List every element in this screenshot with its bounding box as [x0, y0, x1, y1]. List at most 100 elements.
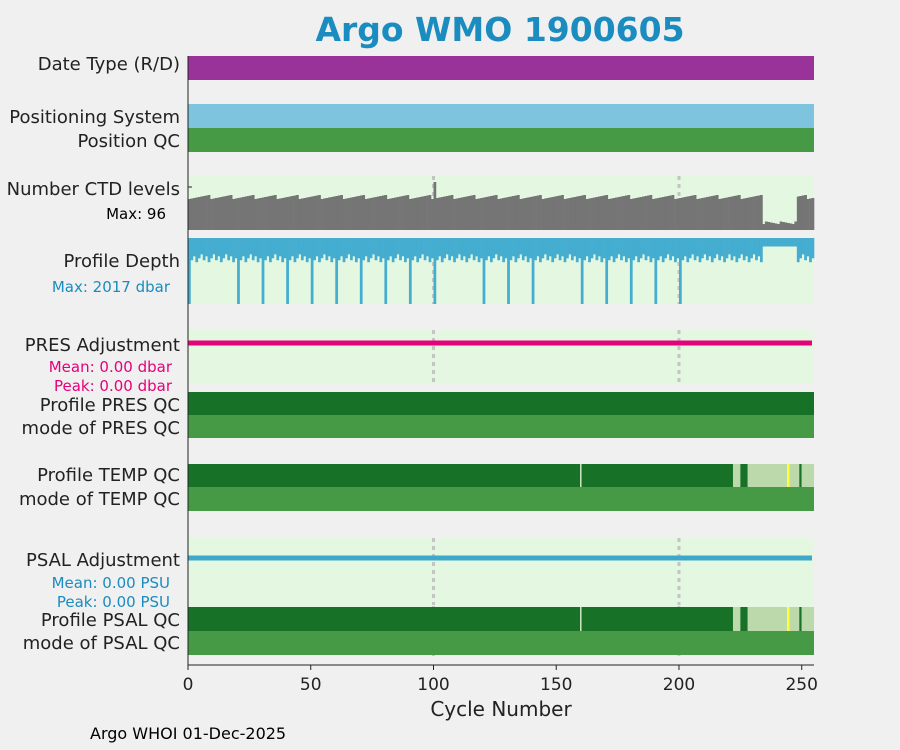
profile-depth-bar [330, 238, 334, 263]
profile-depth-bar [804, 238, 807, 261]
ctd-levels-bar [215, 198, 218, 230]
profile-depth-bar [310, 238, 314, 304]
profile-temp-qc-segment [799, 464, 802, 487]
profile-depth-bar [730, 238, 734, 261]
profile-depth-bar [482, 238, 486, 304]
profile-depth-bar [207, 238, 211, 263]
profile-depth-bar [416, 238, 420, 263]
ctd-levels-bar [782, 222, 785, 230]
ctd-levels-bar [516, 195, 520, 230]
profile-depth-bar [200, 238, 204, 255]
profile-depth-bar [703, 238, 707, 255]
ctd-levels-bar [681, 197, 685, 230]
ctd-levels-bar [791, 224, 795, 230]
profile-temp-qc-segment [188, 464, 733, 487]
profile-depth-bar [423, 238, 427, 261]
profile-depth-bar [705, 238, 709, 261]
data-mode-bar [188, 56, 814, 80]
ctd-levels-bar [622, 196, 626, 230]
ctd-levels-bar [423, 196, 427, 230]
ctd-levels-bar [732, 196, 736, 230]
profile-depth-bar [256, 238, 260, 263]
profile-depth-bar [713, 238, 717, 259]
label-mode-psal-qc: mode of PSAL QC [23, 633, 180, 654]
profile-depth-bar [364, 238, 368, 257]
profile-depth-bar [777, 238, 780, 247]
ctd-levels-bar [234, 198, 238, 230]
profile-depth-bar [725, 238, 729, 259]
profile-depth-bar [192, 238, 196, 257]
x-tick-label: 50 [300, 675, 322, 695]
ctd-levels-bar [521, 198, 525, 230]
ctd-levels-bar [278, 198, 282, 230]
footer-credit: Argo WHOI 01-Dec-2025 [90, 724, 287, 743]
profile-depth-bar [428, 238, 432, 263]
ctd-levels-bar [642, 196, 645, 230]
ctd-levels-bar [705, 197, 709, 230]
ctd-levels-bar [686, 196, 690, 230]
profile-depth-bar [499, 238, 503, 257]
profile-depth-bar [244, 238, 248, 263]
ctd-levels-bar [342, 199, 346, 230]
profile-depth-bar [575, 238, 579, 263]
profile-depth-bar [269, 238, 272, 263]
ctd-levels-bar [219, 197, 223, 230]
x-axis-label: Cycle Number [430, 697, 572, 721]
ctd-levels-bar [696, 199, 699, 230]
profile-depth-bar [735, 238, 739, 263]
ctd-levels-bar [354, 196, 358, 230]
profile-depth-bar [691, 238, 695, 255]
label-profile-depth: Profile Depth [63, 251, 180, 272]
profile-depth-bar [443, 238, 447, 259]
label-mode-temp-qc: mode of TEMP QC [19, 489, 180, 510]
ctd-levels-bar [492, 195, 496, 230]
profile-depth-bar [212, 238, 216, 255]
profile-psal-qc-segment [786, 607, 790, 631]
ctd-levels-bar [472, 195, 476, 230]
ctd-levels-bar [310, 196, 314, 230]
ctd-levels-bar [600, 196, 604, 230]
ctd-levels-bar [391, 198, 395, 230]
profile-depth-bar [512, 238, 515, 257]
profile-depth-bar [374, 238, 378, 261]
profile-depth-bar [801, 238, 805, 255]
ctd-levels-bar [242, 197, 245, 230]
profile-depth-bar [568, 238, 572, 255]
ctd-levels-bar [715, 195, 719, 230]
profile-depth-bar [352, 238, 356, 257]
ctd-levels-bar [273, 195, 277, 230]
ctd-levels-bar [784, 222, 788, 230]
profile-depth-bar [610, 238, 613, 257]
profile-depth-bar [752, 238, 756, 255]
profile-depth-bar [529, 238, 532, 259]
ctd-levels-bar [330, 197, 334, 230]
ctd-levels-bar [585, 199, 589, 230]
ctd-levels-bar [701, 198, 704, 230]
ctd-levels-bar [421, 196, 424, 230]
label-ctd-max: Max: 96 [106, 205, 166, 223]
profile-depth-bar [278, 238, 282, 257]
ctd-levels-bar [475, 199, 478, 230]
ctd-levels-bar [799, 196, 803, 230]
ctd-levels-bar [332, 196, 336, 230]
profile-depth-bar [345, 238, 348, 259]
ctd-levels-bar [573, 197, 577, 230]
ctd-levels-bar [602, 195, 606, 230]
profile-depth-bar [288, 238, 292, 261]
label-position-qc: Position QC [77, 131, 180, 152]
profile-depth-bar [286, 238, 289, 304]
ctd-levels-bar [435, 198, 439, 230]
profile-depth-bar [600, 238, 604, 263]
ctd-levels-bar [526, 197, 530, 230]
profile-depth-bar [588, 238, 591, 263]
label-profile-pres-qc: Profile PRES QC [40, 395, 180, 416]
ctd-levels-bar [428, 195, 432, 230]
ctd-levels-bar [372, 197, 375, 230]
profile-depth-bar [367, 238, 370, 263]
ctd-levels-bar [502, 198, 505, 230]
profile-depth-bar [293, 238, 297, 263]
ctd-levels-bar [651, 199, 655, 230]
profile-depth-bar [448, 238, 451, 261]
profile-depth-bar [519, 238, 523, 255]
profile-depth-bar [698, 238, 702, 263]
